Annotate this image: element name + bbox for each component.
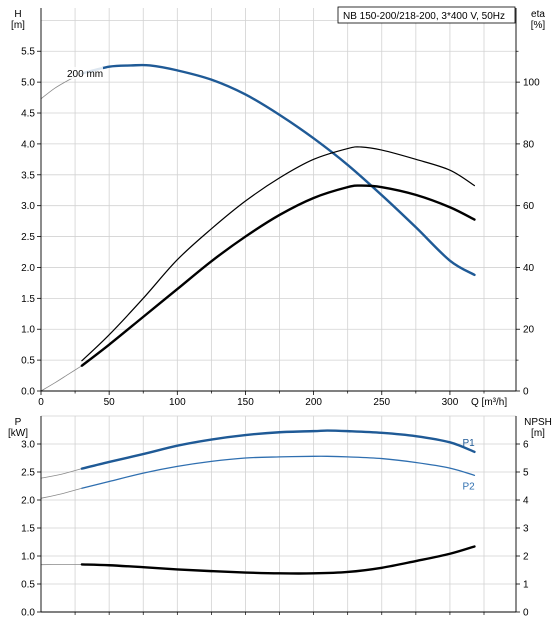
y-tick-label: 3.0 (21, 440, 35, 451)
y-tick-label: 0.5 (21, 356, 35, 367)
y-axis-title-line: [kW] (8, 428, 28, 439)
y-tick-label: 2.5 (21, 468, 35, 479)
y2-tick-label: 3 (523, 524, 529, 535)
y-tick-label: 2.0 (21, 496, 35, 507)
y-tick-label: 2.5 (21, 232, 35, 243)
p2-extrapolated-curve (40, 487, 83, 499)
y2-axis-title-line: NPSH (524, 417, 552, 428)
series-label-p1: P1 (462, 438, 475, 449)
y-tick-label: 1.5 (21, 524, 35, 535)
y2-tick-label: 0 (523, 608, 529, 619)
chart-title: NB 150-200/218-200, 3*400 V, 50Hz (343, 11, 505, 22)
y2-axis-title-line: eta (531, 9, 545, 20)
y2-tick-label: 6 (523, 440, 529, 451)
y2-axis-title-line: [m] (531, 428, 545, 439)
efficiency-lower-curve (80, 184, 476, 367)
y-tick-label: 2.0 (21, 263, 35, 274)
curve-layer (40, 63, 476, 575)
y2-tick-label: 5 (523, 468, 529, 479)
x-tick-label: 150 (237, 397, 254, 408)
y-axis-title: H [m] (11, 9, 25, 31)
y2-tick-label: 60 (523, 201, 535, 212)
y-tick-label: 0.0 (21, 608, 35, 619)
efficiency-upper-curve (81, 146, 476, 362)
head-curve (80, 63, 476, 277)
y2-axis-title-line: [%] (531, 20, 546, 31)
axis-layer (37, 8, 520, 615)
y2-tick-label: 80 (523, 139, 535, 150)
p2-curve (81, 455, 476, 489)
x-tick-label: 100 (169, 397, 186, 408)
y2-axis-title: eta [%] (531, 9, 546, 31)
annotation-bg (65, 66, 103, 79)
x-axis-title: Q [m³/h] (471, 397, 507, 408)
npsh-curve (80, 545, 476, 575)
y-axis-title-line: H (14, 9, 21, 20)
impeller-diameter-label: 200 mm (67, 69, 103, 80)
y2-tick-label: 20 (523, 325, 535, 336)
x-tick-label: 0 (38, 397, 44, 408)
y-axis-title-line: [m] (11, 20, 25, 31)
y-axis-title-line: P (15, 417, 22, 428)
y-tick-label: 3.5 (21, 170, 35, 181)
title-box (337, 6, 516, 24)
y2-tick-label: 4 (523, 496, 529, 507)
y2-tick-label: 2 (523, 552, 529, 563)
efficiency-extrapolated-curve (40, 365, 83, 392)
x-tick-label: 200 (305, 397, 322, 408)
x-tick-label: 250 (373, 397, 390, 408)
p1-curve (80, 429, 476, 470)
y2-tick-label: 40 (523, 263, 535, 274)
y-tick-label: 4.0 (21, 139, 35, 150)
y2-axis-title: NPSH [m] (524, 417, 552, 439)
y-tick-label: 1.0 (21, 552, 35, 563)
x-tick-label: 300 (442, 397, 459, 408)
y2-tick-label: 1 (523, 580, 529, 591)
series-label-p2: P2 (462, 481, 475, 492)
y-tick-label: 1.0 (21, 325, 35, 336)
p1-extrapolated-curve (40, 468, 83, 479)
y-tick-label: 5.0 (21, 78, 35, 89)
text-layer: 0.00.51.01.52.02.53.03.54.04.55.05.50204… (8, 6, 552, 619)
y2-tick-label: 100 (523, 78, 540, 89)
y-tick-label: 0.0 (21, 387, 35, 398)
y-tick-label: 1.5 (21, 294, 35, 305)
y-axis-title: P [kW] (8, 417, 28, 439)
y-tick-label: 0.5 (21, 580, 35, 591)
y2-tick-label: 0 (523, 387, 529, 398)
y-tick-label: 3.0 (21, 201, 35, 212)
x-tick-label: 50 (104, 397, 116, 408)
y-tick-label: 4.5 (21, 109, 35, 120)
y-tick-label: 5.5 (21, 47, 35, 58)
